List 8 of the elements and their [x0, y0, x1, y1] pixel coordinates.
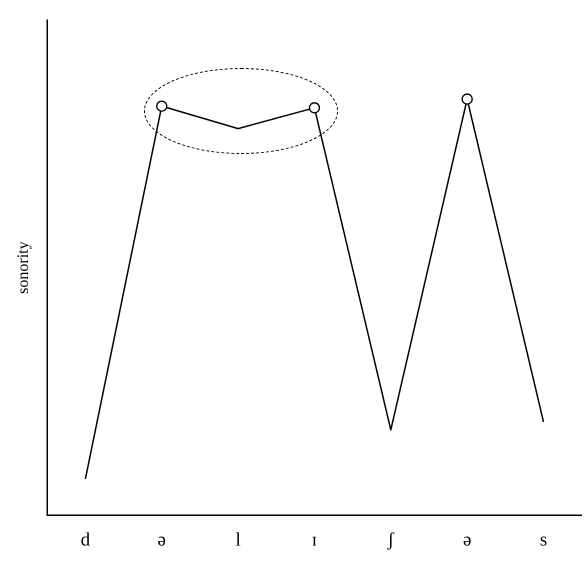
x-tick-label: s — [540, 530, 548, 551]
x-tick-label: ə — [462, 530, 472, 551]
x-tick-label: ʃ — [386, 530, 395, 551]
x-tick-label: d — [80, 530, 91, 551]
x-tick-label: l — [235, 530, 241, 551]
x-tick-label: ə — [158, 530, 166, 551]
x-tick-label: ɪ — [312, 530, 318, 551]
y-axis-title: sonority — [14, 241, 32, 294]
